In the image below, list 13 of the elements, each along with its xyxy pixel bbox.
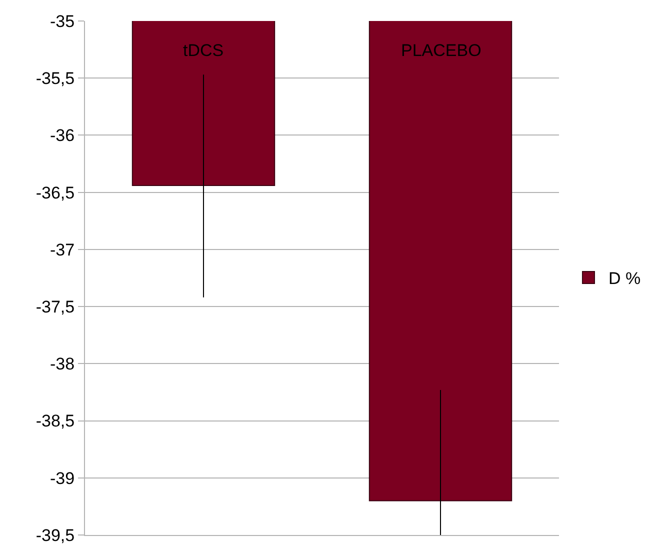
x-tick-label: tDCS [183,41,224,60]
y-tick-label: -37,5 [36,298,75,317]
y-tick-label: -35 [50,12,75,31]
y-tick-label: -35,5 [36,69,75,88]
y-tick-label: -38,5 [36,412,75,431]
y-tick-label: -39 [50,468,75,488]
y-tick-label: -36,5 [36,183,75,202]
y-tick-label: -36 [50,126,75,146]
y-tick-label: -39,5 [36,526,75,545]
legend-label: D % [608,269,641,288]
y-tick-label: -37 [50,240,75,260]
y-tick-label: -38 [50,354,75,374]
x-tick-label: PLACEBO [401,41,482,60]
